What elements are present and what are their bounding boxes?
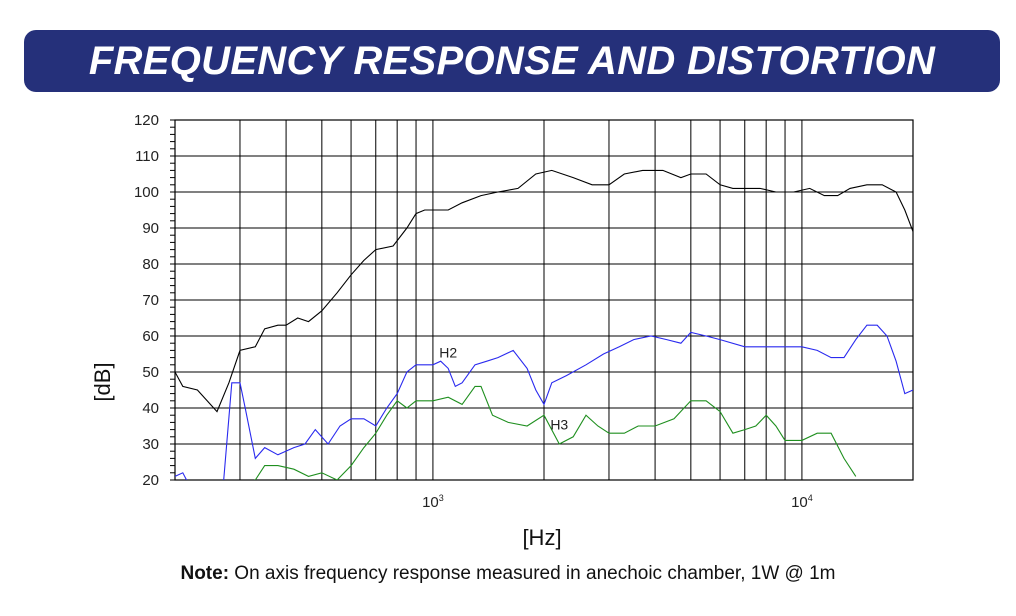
y-tick-label: 80 [142,256,159,273]
annotation-h3: H3 [550,417,568,433]
chart-title: FREQUENCY RESPONSE AND DISTORTION [88,39,936,83]
y-tick-label: 90 [142,220,159,237]
axis-ticks: 20 30 40 50 60 70 80 90 100 110 120 103 104 [134,112,813,511]
y-tick-label: 70 [142,292,159,309]
series-line-h2 [175,324,913,480]
y-tick-label: 110 [135,148,159,165]
y-tick-label: 120 [134,112,159,129]
note-text: On axis frequency response measured in a… [229,563,836,584]
plot-area: H2 H3 [175,169,913,480]
annotation-h2: H2 [439,345,457,361]
note-label: Note: [180,563,230,584]
series-line-h3 [254,385,857,480]
y-tick-label: 20 [142,472,159,489]
x-tick-label: 103 [422,493,444,511]
chart-grid [174,119,914,481]
y-tick-label: 40 [142,400,159,417]
x-tick-label: 104 [791,493,813,511]
title-banner: FREQUENCY RESPONSE AND DISTORTION [24,30,1000,92]
y-axis-label: [dB] [90,362,115,401]
y-tick-label: 50 [142,364,159,381]
frequency-response-chart: H2 H3 20 30 40 50 60 70 80 90 100 110 120 103 104 [dB… [90,112,914,550]
footnote: Note: On axis frequency response measure… [0,563,1016,585]
y-tick-label: 100 [134,184,159,201]
series-line-response [175,169,913,413]
x-axis-label: [Hz] [522,525,561,550]
y-tick-label: 60 [142,328,159,345]
y-tick-label: 30 [142,436,159,453]
